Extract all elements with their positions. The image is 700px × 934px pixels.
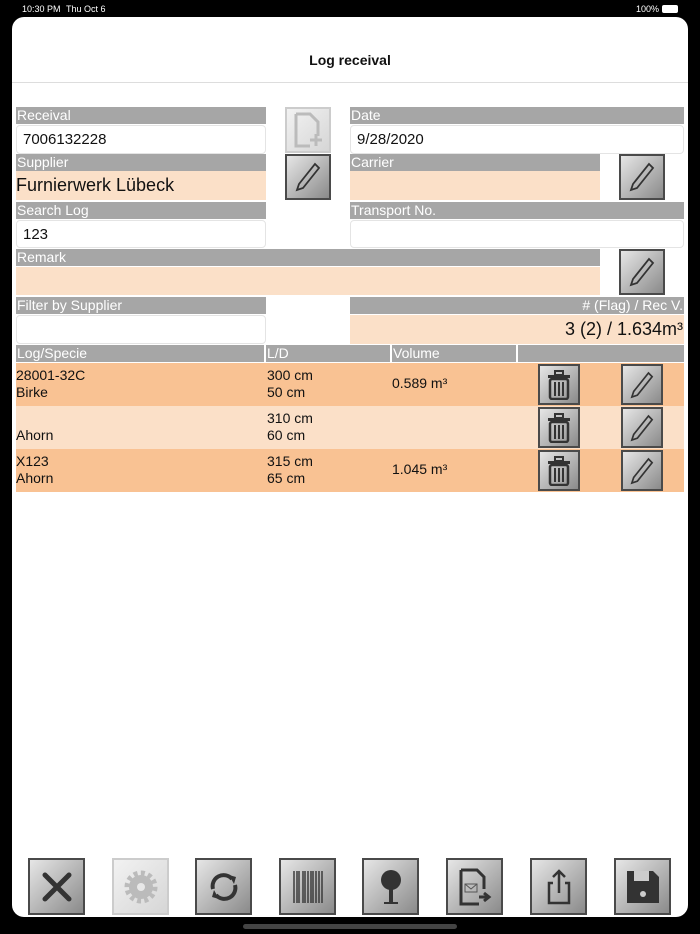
new-document-icon <box>294 112 322 148</box>
filter-supplier-input[interactable] <box>16 315 266 344</box>
pencil-icon <box>630 371 654 398</box>
diameter: 60 cm <box>267 427 306 443</box>
barcode-button[interactable] <box>279 858 336 915</box>
save-icon <box>626 870 659 903</box>
summary-value: 3 (2) / 1.634m³ <box>350 315 684 344</box>
supplier-label: Supplier <box>16 154 266 171</box>
date-label: Date <box>350 107 684 124</box>
search-log-input[interactable]: 123 <box>16 220 266 248</box>
volume: 1.045 m³ <box>392 461 448 477</box>
battery-icon <box>662 5 678 13</box>
mail-export-icon <box>459 868 491 905</box>
sync-icon <box>210 872 237 901</box>
transport-field[interactable] <box>350 220 684 248</box>
share-button[interactable] <box>530 858 587 915</box>
table-row[interactable]: Ahorn 310 cm 60 cm <box>16 406 684 449</box>
trash-icon <box>548 412 570 443</box>
carrier-label: Carrier <box>350 154 600 171</box>
edit-row-button[interactable] <box>621 364 663 405</box>
tree-button[interactable] <box>362 858 419 915</box>
mail-export-button[interactable] <box>446 858 503 915</box>
save-button[interactable] <box>614 858 671 915</box>
log-id: X123 <box>16 453 49 469</box>
pencil-icon <box>295 162 321 192</box>
supplier-field[interactable]: Furnierwerk Lübeck <box>16 171 266 200</box>
table-row[interactable]: 28001-32C Birke 300 cm 50 cm 0.589 m³ <box>16 363 684 406</box>
receival-field[interactable]: 7006132228 <box>16 125 266 154</box>
length: 310 cm <box>267 410 313 426</box>
status-time: 10:30 PM <box>22 4 61 14</box>
volume: 0.589 m³ <box>392 375 448 391</box>
edit-row-button[interactable] <box>621 407 663 448</box>
log-id: 28001-32C <box>16 367 86 383</box>
remark-label: Remark <box>16 249 600 266</box>
home-indicator[interactable] <box>243 924 457 929</box>
specie: Ahorn <box>16 427 54 443</box>
settings-icon <box>124 870 157 903</box>
close-icon <box>42 872 71 901</box>
page-title: Log receival <box>309 52 391 68</box>
specie: Birke <box>16 384 48 400</box>
delete-row-button[interactable] <box>538 407 580 448</box>
diameter: 65 cm <box>267 470 306 486</box>
length: 300 cm <box>267 367 313 383</box>
battery-level: 100% <box>636 4 660 14</box>
col-header-log: Log/Specie <box>16 345 264 362</box>
col-header-actions <box>518 345 684 362</box>
edit-row-button[interactable] <box>621 450 663 491</box>
delete-row-button[interactable] <box>538 450 580 491</box>
trash-icon <box>548 369 570 400</box>
trash-icon <box>548 455 570 486</box>
pencil-icon <box>630 457 654 484</box>
receival-label: Receival <box>16 107 266 124</box>
share-icon <box>547 868 570 904</box>
new-document-button[interactable] <box>285 107 331 153</box>
col-header-volume: Volume <box>392 345 516 362</box>
divider <box>12 82 688 83</box>
diameter: 50 cm <box>267 384 306 400</box>
delete-row-button[interactable] <box>538 364 580 405</box>
remark-field[interactable] <box>16 267 600 295</box>
pencil-icon <box>629 162 655 192</box>
carrier-field[interactable] <box>350 171 600 200</box>
edit-remark-button[interactable] <box>619 249 665 295</box>
length: 315 cm <box>267 453 313 469</box>
barcode-icon <box>292 870 323 903</box>
date-field[interactable]: 9/28/2020 <box>350 125 684 154</box>
edit-supplier-button[interactable] <box>285 154 331 200</box>
table-row[interactable]: X123 Ahorn 315 cm 65 cm 1.045 m³ <box>16 449 684 492</box>
col-header-ld: L/D <box>266 345 390 362</box>
pencil-icon <box>629 257 655 287</box>
settings-button[interactable] <box>112 858 169 915</box>
summary-label: # (Flag) / Rec V. <box>350 297 684 314</box>
tree-icon <box>380 869 401 904</box>
filter-supplier-label: Filter by Supplier <box>16 297 266 314</box>
close-button[interactable] <box>28 858 85 915</box>
transport-label: Transport No. <box>350 202 684 219</box>
edit-carrier-button[interactable] <box>619 154 665 200</box>
search-log-label: Search Log <box>16 202 266 219</box>
status-date: Thu Oct 6 <box>66 4 106 14</box>
pencil-icon <box>630 414 654 441</box>
sync-button[interactable] <box>195 858 252 915</box>
specie: Ahorn <box>16 470 54 486</box>
